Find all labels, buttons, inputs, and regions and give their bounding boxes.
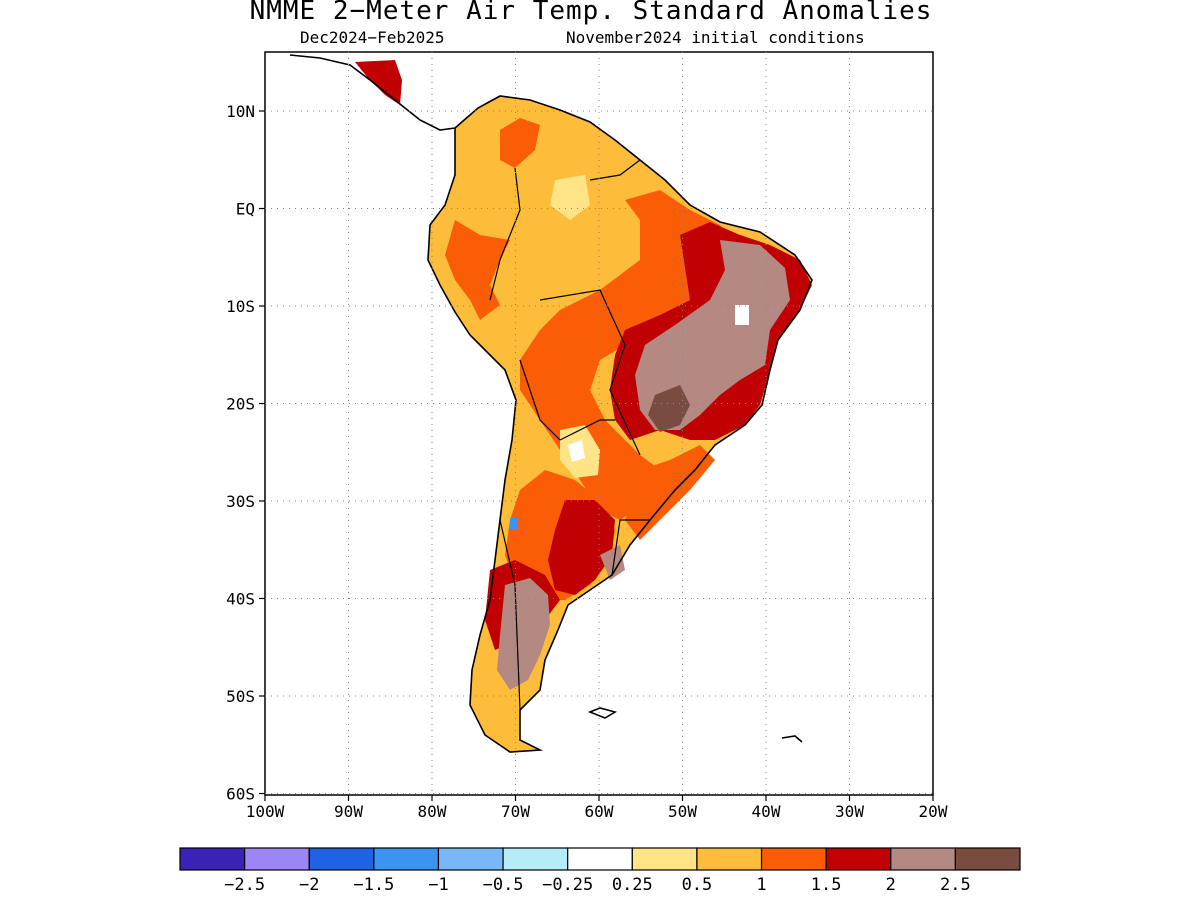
colorbar-label: −1.5 [353, 875, 394, 895]
colorbar-swatch [696, 847, 763, 871]
lon-label: 80W [418, 802, 447, 821]
anomaly-region-north [500, 118, 540, 168]
colorbar-label: −0.25 [542, 875, 593, 895]
anomaly-region-se-coast [625, 445, 715, 540]
anomaly-region-max [648, 385, 690, 432]
lat-label: 40S [226, 590, 255, 609]
colorbar-swatch [760, 847, 827, 871]
colorbar-swatch [502, 847, 569, 871]
axis-labels: 100W 90W 80W 70W 60W 50W 40W 30W 20W 10N EQ 10S 20S 3… [226, 102, 948, 821]
coastline-south-georgia [781, 735, 803, 743]
graticule [259, 52, 934, 801]
anomaly-region-central-america [355, 60, 402, 105]
anomaly-region-pampas [548, 500, 615, 595]
coastline-central-america [289, 54, 456, 131]
colorbar-label: 2 [886, 875, 896, 895]
lat-label: 10S [226, 297, 255, 316]
colorbar-label: 2.5 [940, 875, 971, 895]
lon-label: 50W [668, 802, 697, 821]
anomaly-region-uruguay [600, 545, 625, 580]
colorbar-swatch [631, 847, 698, 871]
forecast-period: Dec2024−Feb2025 [300, 28, 445, 47]
colorbar-label: 0.5 [682, 875, 713, 895]
colorbar-swatch [244, 847, 310, 871]
border-lines [489, 159, 650, 711]
anomaly-shading [355, 60, 812, 752]
lon-label: 40W [752, 802, 781, 821]
colorbar-label: −0.5 [483, 875, 524, 895]
coastlines [289, 54, 813, 753]
colorbar-label: 0.25 [612, 875, 653, 895]
lat-label: 10N [226, 102, 255, 121]
lat-label: EQ [236, 200, 255, 219]
colorbar-swatch [567, 847, 633, 871]
lat-label: 30S [226, 492, 255, 511]
colorbar-label: 1 [756, 875, 766, 895]
coastline-south-america [427, 95, 813, 753]
initial-conditions: November2024 initial conditions [566, 28, 865, 47]
colorbar-label: −2.5 [224, 875, 265, 895]
anomaly-region-neutral-andes [568, 440, 585, 462]
map-title: NMME 2−Meter Air Temp. Standard Anomalie… [249, 0, 933, 26]
colorbar-swatch [890, 847, 956, 871]
colorbar-swatch [179, 847, 246, 871]
lon-label: 90W [334, 802, 363, 821]
coastline-falklands [587, 707, 618, 719]
anomaly-region-patagonia [497, 578, 550, 690]
lat-label: 60S [226, 785, 255, 804]
anomaly-region-brazil-core [635, 240, 790, 430]
colorbar-swatch [437, 847, 504, 871]
colorbar-label: −2 [299, 875, 319, 895]
lon-label: 20W [919, 802, 948, 821]
lon-label: 30W [835, 802, 864, 821]
colorbar-label: −1 [428, 875, 448, 895]
colorbar-swatch [308, 847, 375, 871]
anomaly-region-cool [510, 518, 518, 530]
colorbar-swatch [825, 847, 892, 871]
anomaly-region-neutral [735, 305, 749, 325]
colorbar-swatch [954, 847, 1021, 871]
colorbar: −2.5 −2 −1.5 −1 −0.5 −0.25 0.25 0.5 1 1.5 2 2.5 [179, 847, 1021, 895]
colorbar-label: 1.5 [811, 875, 842, 895]
anomaly-region-nw [445, 220, 510, 320]
lat-label: 20S [226, 395, 255, 414]
lon-label: 70W [501, 802, 530, 821]
colorbar-swatch [373, 847, 440, 871]
lon-label: 60W [585, 802, 614, 821]
lat-label: 50S [226, 687, 255, 706]
lon-label: 100W [246, 802, 285, 821]
